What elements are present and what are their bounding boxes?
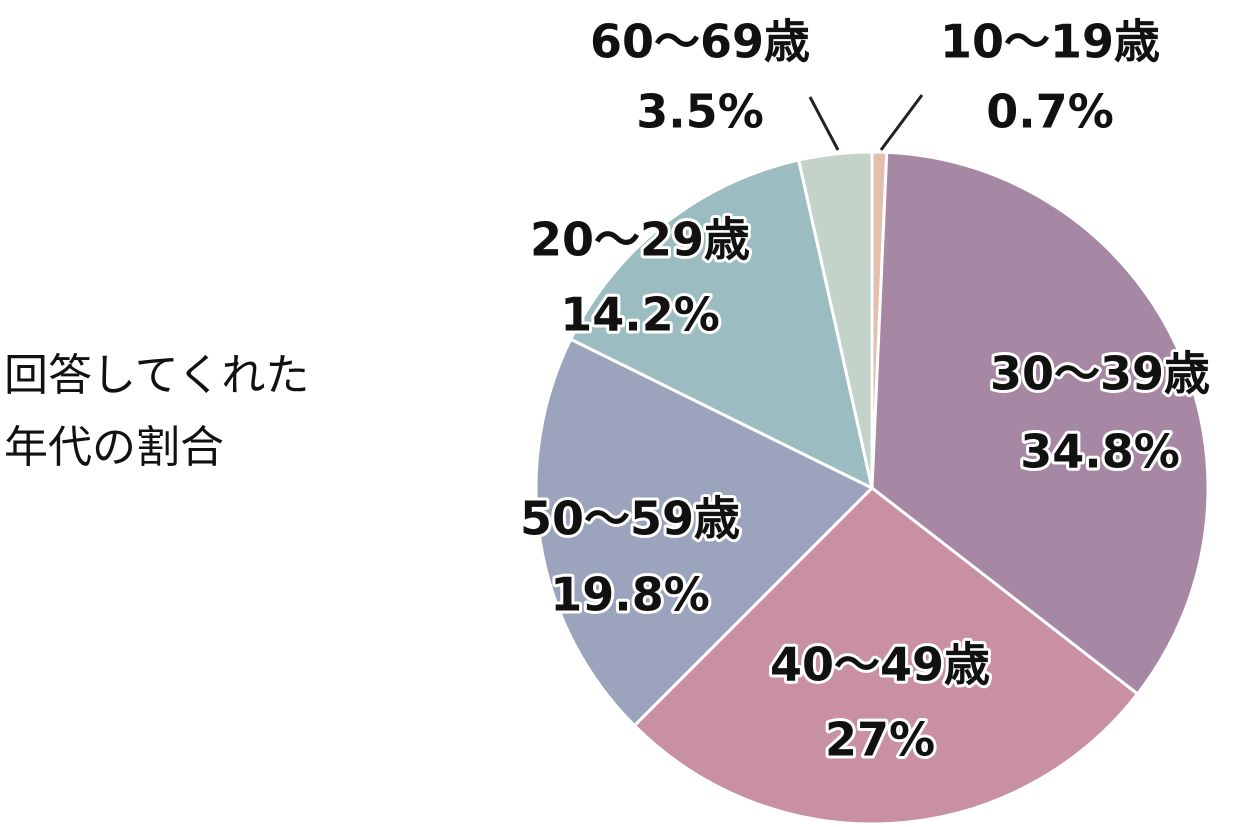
- slice-value-label: 19.8%: [550, 568, 710, 622]
- slice-value-label: 0.7%: [986, 85, 1114, 139]
- slice-category-label: 10～19歳: [940, 15, 1160, 69]
- pie-slice: [568, 158, 875, 491]
- pie-slice: [796, 150, 874, 489]
- slice-category-label: 20～29歳: [530, 213, 750, 267]
- slice-value-label: 34.8%: [1020, 425, 1180, 479]
- slice-category-label: 60～69歳: [590, 15, 810, 69]
- slice-value-label: 14.2%: [560, 288, 720, 342]
- pie-slice: [870, 150, 1210, 697]
- leader-line: [808, 96, 840, 151]
- chart-title: 回答してくれた年代の割合: [4, 350, 310, 473]
- slice-category-label: 50～59歳: [520, 492, 740, 546]
- slice-category-label: 30～39歳: [990, 347, 1210, 401]
- leader-line: [879, 94, 924, 151]
- pie-slice: [534, 337, 875, 728]
- pie-slice: [632, 486, 1140, 826]
- slice-value-label: 27%: [825, 713, 935, 767]
- slice-category-label: 40～49歳: [770, 638, 990, 692]
- slice-value-label: 3.5%: [636, 85, 764, 139]
